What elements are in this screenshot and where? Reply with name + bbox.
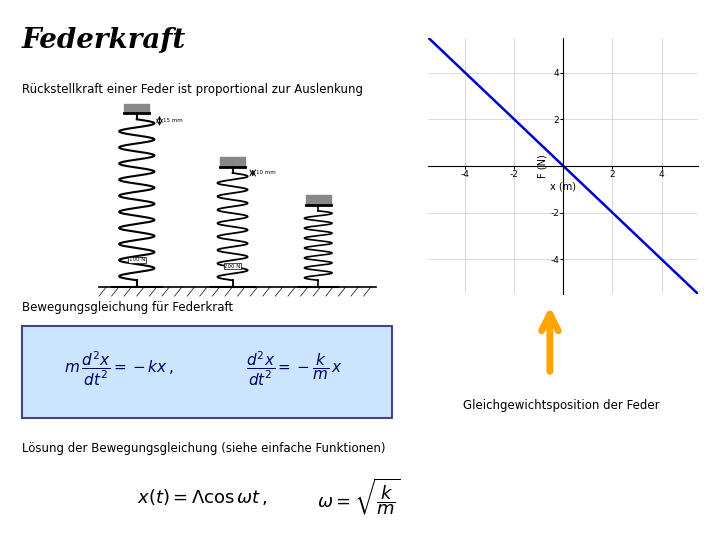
Text: $\dfrac{d^2x}{dt^2} = -\dfrac{k}{m}\,x$: $\dfrac{d^2x}{dt^2} = -\dfrac{k}{m}\,x$ — [246, 350, 343, 388]
Text: Rückstellkraft einer Feder ist proportional zur Auslenkung: Rückstellkraft einer Feder ist proportio… — [22, 83, 363, 96]
Text: $\omega = \sqrt{\dfrac{k}{m}}$: $\omega = \sqrt{\dfrac{k}{m}}$ — [317, 477, 400, 517]
FancyBboxPatch shape — [22, 326, 392, 417]
Text: $x(t) = \Lambda\cos\omega t\,,$: $x(t) = \Lambda\cos\omega t\,,$ — [138, 487, 268, 507]
X-axis label: x (m): x (m) — [550, 182, 577, 192]
Text: Lösung der Bewegungsgleichung (siehe einfache Funktionen): Lösung der Bewegungsgleichung (siehe ein… — [22, 442, 385, 455]
Text: 15 mm: 15 mm — [163, 118, 183, 123]
Text: Bewegungsgleichung für Federkraft: Bewegungsgleichung für Federkraft — [22, 301, 233, 314]
Text: Federkraft: Federkraft — [22, 27, 186, 54]
Y-axis label: F (N): F (N) — [538, 154, 548, 178]
Text: Gleichgewichtsposition der Feder: Gleichgewichtsposition der Feder — [463, 399, 660, 411]
Text: 100 N: 100 N — [129, 258, 145, 262]
Text: $m\,\dfrac{d^2x}{dt^2} = -kx\,,$: $m\,\dfrac{d^2x}{dt^2} = -kx\,,$ — [64, 350, 174, 388]
Text: 200 N: 200 N — [225, 264, 240, 269]
Text: 10 mm: 10 mm — [256, 171, 276, 176]
